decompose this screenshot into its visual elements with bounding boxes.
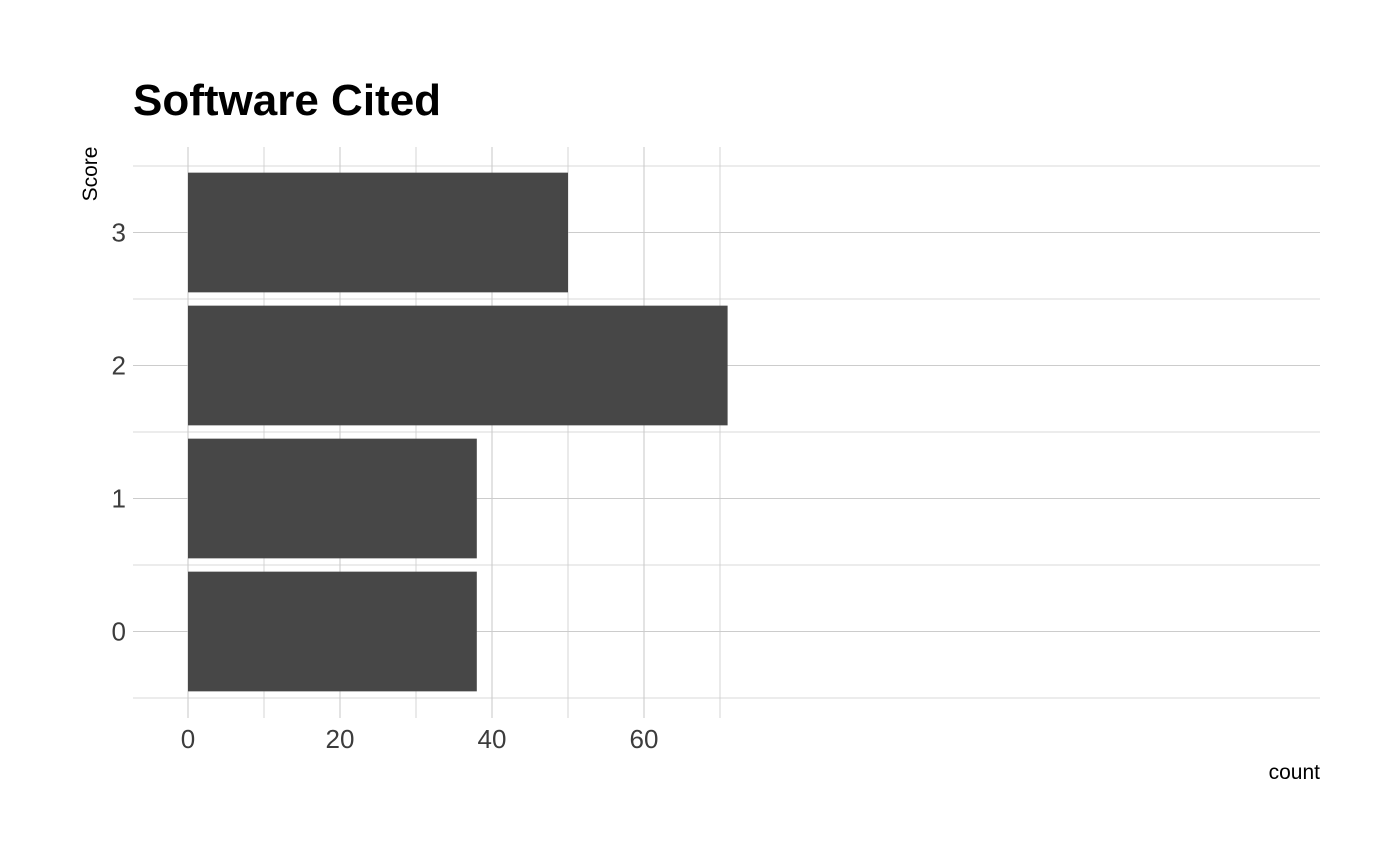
y-tick-label: 1 — [112, 484, 126, 514]
bars — [188, 172, 728, 692]
bar-score-3 — [188, 172, 568, 293]
x-tick-label: 0 — [181, 724, 195, 754]
x-axis-title: count — [1269, 761, 1321, 784]
bar-score-0 — [188, 571, 477, 692]
y-tick-label: 2 — [112, 351, 126, 381]
y-axis-ticks: 0 1 2 3 — [112, 218, 126, 647]
x-tick-label: 40 — [478, 724, 507, 754]
bar-score-1 — [188, 438, 477, 559]
x-axis-ticks: 0 20 40 60 — [181, 724, 659, 754]
y-tick-label: 3 — [112, 218, 126, 248]
chart-title: Software Cited — [133, 76, 441, 125]
y-tick-label: 0 — [112, 617, 126, 647]
bar-score-2 — [188, 305, 728, 426]
x-tick-label: 60 — [630, 724, 659, 754]
y-axis-title: Score — [79, 147, 102, 202]
x-tick-label: 20 — [326, 724, 355, 754]
